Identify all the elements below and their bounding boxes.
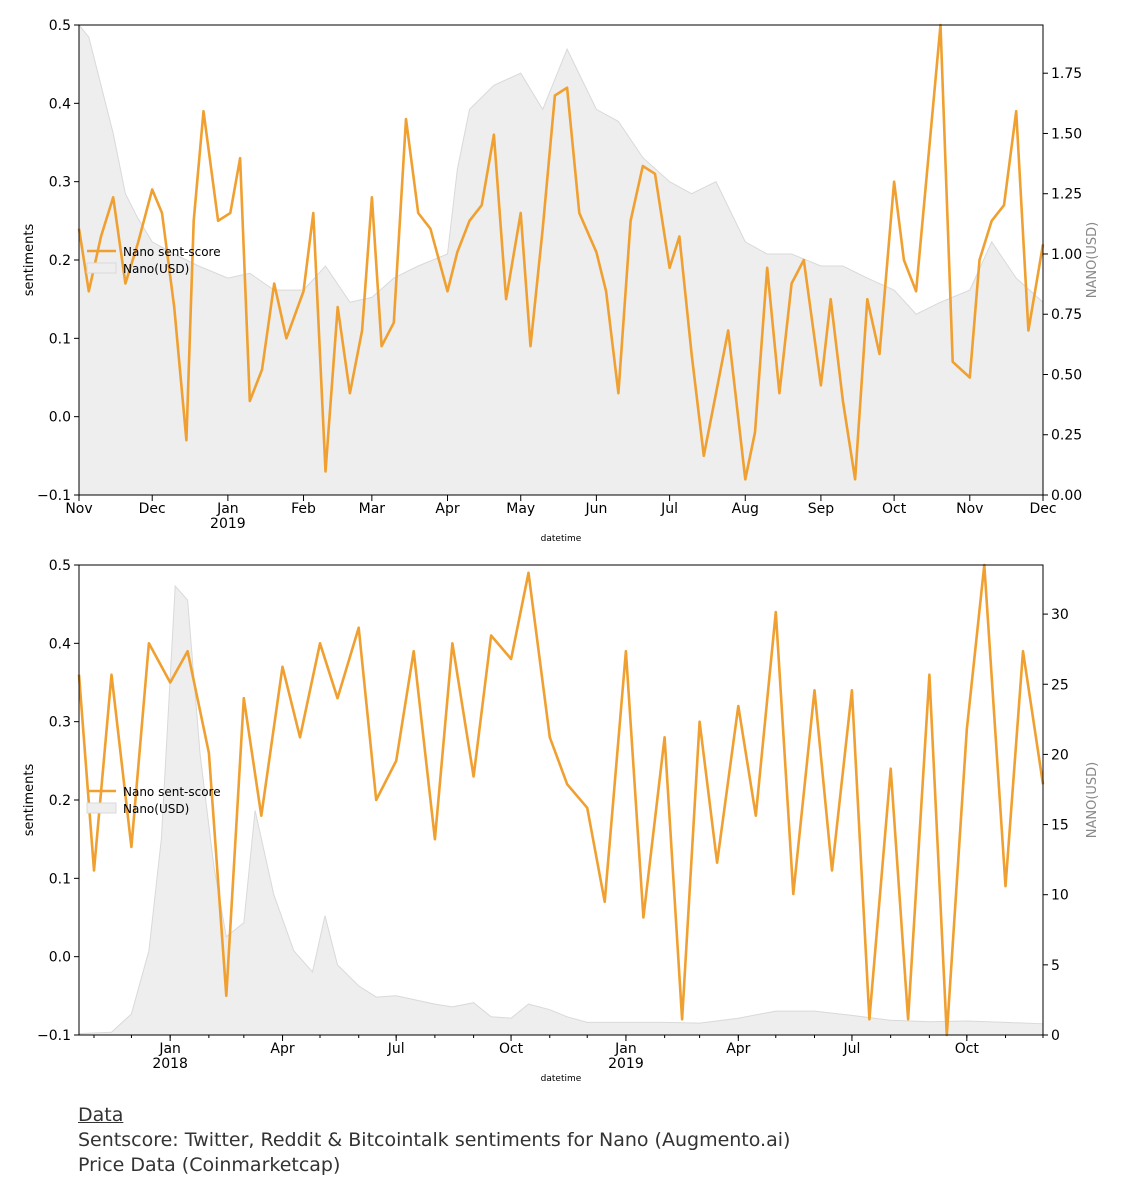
bottom-chart-svg: −0.10.00.10.20.30.40.5051015202530Jan201…	[22, 558, 1100, 1084]
y2-tick-label: 25	[1051, 677, 1069, 693]
y-tick-label: 0.5	[49, 18, 71, 34]
x-tick-label: Aug	[732, 501, 759, 517]
data-source-caption: Data Sentscore: Twitter, Reddit & Bitcoi…	[78, 1103, 790, 1178]
y-tick-label: 0.4	[49, 96, 71, 112]
x-axis-label: datetime	[541, 534, 582, 544]
y2-tick-label: 20	[1051, 747, 1069, 763]
x-tick-label: Jun	[584, 501, 607, 517]
y2-tick-label: 0.75	[1051, 307, 1082, 323]
x-tick-year: 2019	[608, 1056, 644, 1072]
x-tick-year: 2018	[152, 1056, 188, 1072]
y-tick-label: 0.2	[49, 793, 71, 809]
y-tick-label: 0.3	[49, 175, 71, 191]
y-tick-label: 0.3	[49, 715, 71, 731]
y2-tick-label: 0	[1051, 1028, 1060, 1044]
legend-price-swatch	[86, 802, 117, 814]
x-tick-label: Oct	[955, 1041, 980, 1057]
y-tick-label: 0.1	[49, 331, 71, 347]
y-tick-label: −0.1	[37, 488, 71, 504]
x-tick-label: Feb	[291, 501, 316, 517]
x-tick-label: Sep	[808, 501, 835, 517]
y2-tick-label: 10	[1051, 888, 1069, 904]
y2-axis-label: NANO(USD)	[1085, 222, 1100, 299]
x-tick-label: May	[506, 501, 535, 517]
x-tick-label: Jul	[842, 1041, 860, 1057]
price-area	[78, 584, 1044, 1036]
x-tick-label: Jul	[387, 1041, 405, 1057]
x-tick-label: Oct	[882, 501, 907, 517]
y-tick-label: 0.2	[49, 253, 71, 269]
y2-axis-label: NANO(USD)	[1085, 762, 1100, 839]
x-tick-label: Oct	[499, 1041, 524, 1057]
y2-tick-label: 1.75	[1051, 66, 1082, 82]
legend-sentiment-label: Nano sent-score	[123, 245, 221, 259]
y-tick-label: 0.4	[49, 636, 71, 652]
x-tick-label: Jan	[614, 1041, 637, 1057]
x-tick-label: Apr	[435, 501, 459, 517]
legend-price-label: Nano(USD)	[123, 262, 189, 276]
x-tick-label: Apr	[726, 1041, 750, 1057]
y-tick-label: −0.1	[37, 1028, 71, 1044]
y-tick-label: 0.0	[49, 950, 71, 966]
x-tick-label: Dec	[1029, 501, 1056, 517]
top-chart-svg: −0.1 0.0 0.1 0.2 0.3 0.4 0.5 0.00 0.25 0.50 0.75 1.…	[22, 18, 1100, 544]
y2-tick-label: 5	[1051, 958, 1060, 974]
y-tick-label: 0.1	[49, 871, 71, 887]
legend-price-label: Nano(USD)	[123, 802, 189, 816]
y2-tick-label: 1.50	[1051, 126, 1082, 142]
sentiment-line	[77, 23, 1045, 481]
y2-tick-label: 1.25	[1051, 187, 1082, 203]
x-tick-label: Jul	[660, 501, 678, 517]
x-tick-label: Mar	[359, 501, 386, 517]
sentiment-line	[77, 563, 1045, 1037]
caption-sentscore-source: Sentscore: Twitter, Reddit & Bitcointalk…	[78, 1129, 791, 1151]
top-chart: −0.1 0.0 0.1 0.2 0.3 0.4 0.5 0.00 0.25 0.50 0.75 1.…	[0, 0, 1122, 550]
caption-price-source: Price Data (Coinmarketcap)	[78, 1154, 341, 1176]
x-tick-label: Jan	[216, 501, 239, 517]
y2-tick-label: 0.00	[1051, 488, 1082, 504]
y-tick-label: 0.0	[49, 410, 71, 426]
bottom-chart: −0.1 0.0 0.1 0.2 0.3 0.4 0.5 0 5 10 15 20 25 30 Jan 201…	[0, 550, 1122, 1090]
y2-tick-label: 30	[1051, 607, 1069, 623]
legend-price-swatch	[86, 262, 117, 274]
y2-tick-label: 15	[1051, 818, 1069, 834]
y2-tick-label: 1.00	[1051, 247, 1082, 263]
x-tick-label: Nov	[65, 501, 92, 517]
x-tick-label: Apr	[270, 1041, 294, 1057]
y-tick-label: 0.5	[49, 558, 71, 574]
x-tick-label: Dec	[139, 501, 166, 517]
y-axis-label: sentiments	[22, 224, 37, 297]
y2-tick-label: 0.50	[1051, 367, 1082, 383]
x-tick-label: Nov	[956, 501, 983, 517]
y2-tick-label: 0.25	[1051, 428, 1082, 444]
legend-sentiment-label: Nano sent-score	[123, 785, 221, 799]
price-area	[78, 23, 1044, 496]
caption-heading: Data	[78, 1104, 124, 1126]
x-axis-label: datetime	[541, 1074, 582, 1084]
x-tick-label: Jan	[158, 1041, 181, 1057]
x-tick-year: 2019	[210, 516, 246, 532]
y-axis-label: sentiments	[22, 764, 37, 837]
